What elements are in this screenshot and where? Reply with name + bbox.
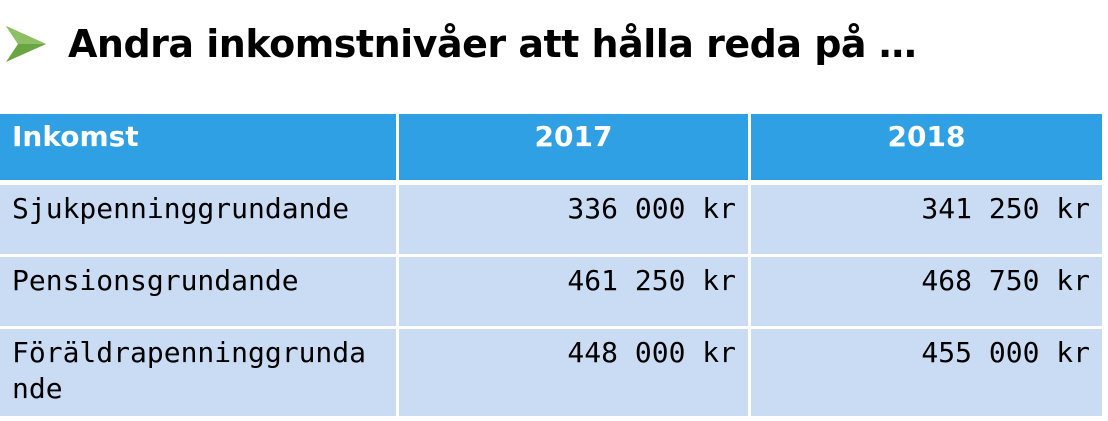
row-label: Pensionsgrundande — [0, 257, 399, 329]
column-header-2018: 2018 — [751, 114, 1102, 185]
page-title: Andra inkomstnivåer att hålla reda på … — [68, 22, 917, 66]
income-table: Inkomst 2017 2018 Sjukpenninggrundande 3… — [0, 114, 1102, 416]
value-2018: 455 000 kr — [751, 329, 1102, 416]
column-header-2017: 2017 — [399, 114, 751, 185]
value-2017: 336 000 kr — [399, 185, 751, 257]
arrow-bullet-icon — [6, 26, 46, 62]
column-header-income: Inkomst — [0, 114, 399, 185]
value-2017: 461 250 kr — [399, 257, 751, 329]
row-label: Föräldrapenninggrundande — [0, 329, 399, 416]
value-2017: 448 000 kr — [399, 329, 751, 416]
row-label-text: Föräldrapenninggrundande — [12, 336, 367, 405]
value-2018: 468 750 kr — [751, 257, 1102, 329]
table-row: Sjukpenninggrundande 336 000 kr 341 250 … — [0, 185, 1102, 257]
slide-title-row: Andra inkomstnivåer att hålla reda på … — [4, 14, 917, 74]
row-label: Sjukpenninggrundande — [0, 185, 399, 257]
table-row: Pensionsgrundande 461 250 kr 468 750 kr — [0, 257, 1102, 329]
table-header-row: Inkomst 2017 2018 — [0, 114, 1102, 185]
table-row: Föräldrapenninggrundande 448 000 kr 455 … — [0, 329, 1102, 416]
value-2018: 341 250 kr — [751, 185, 1102, 257]
